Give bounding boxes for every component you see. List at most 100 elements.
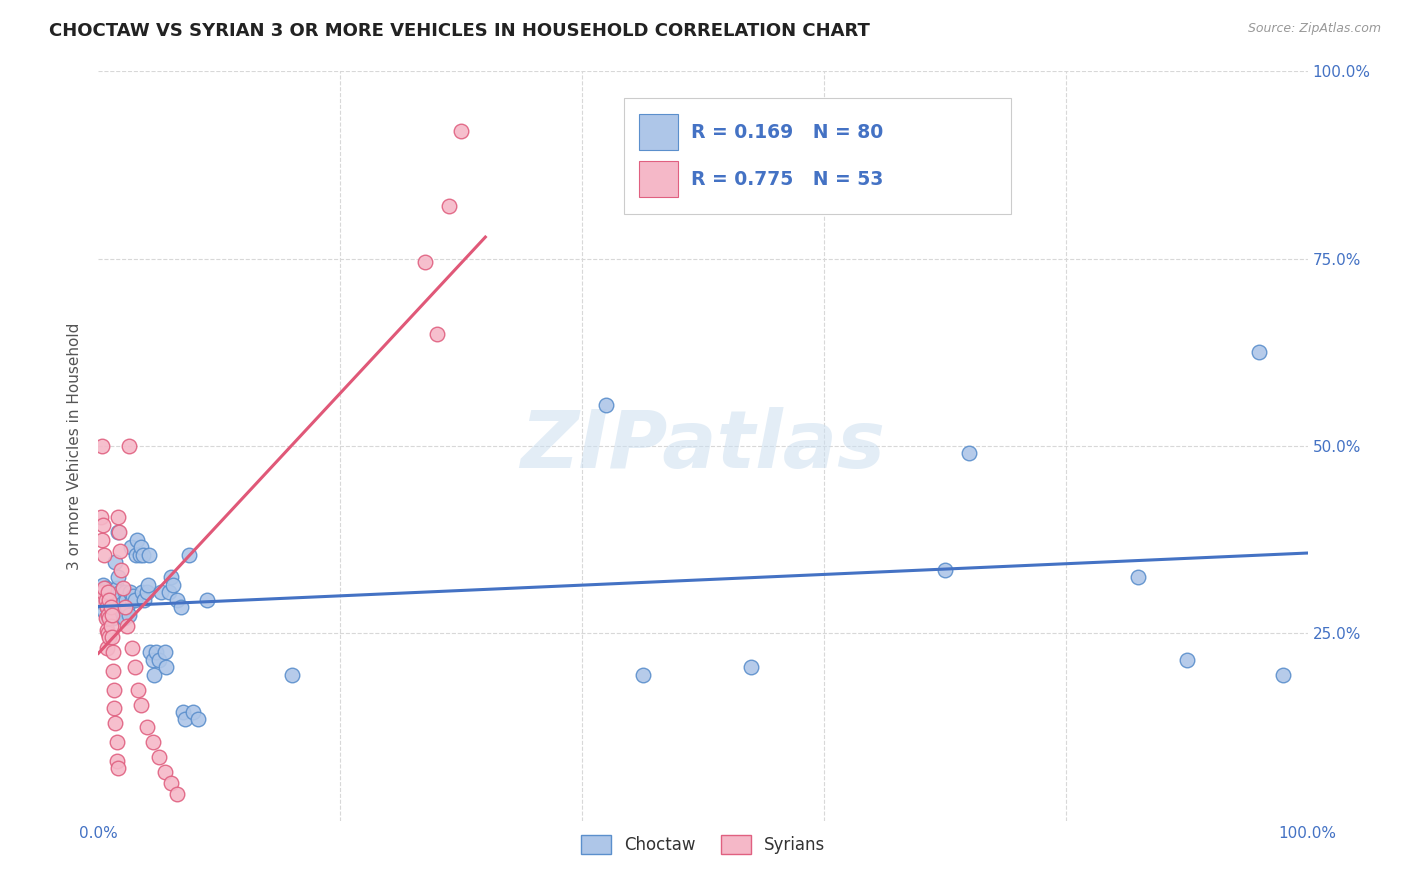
Point (1249, 345, 1271, 359)
Point (98, 592, 121, 607)
Point (91, 517, 114, 532)
Point (934, 563, 956, 577)
Point (135, 585, 157, 599)
Point (94, 582, 117, 596)
Point (98, 611, 121, 625)
Point (117, 600, 139, 615)
Point (100, 607, 122, 622)
Point (108, 585, 131, 599)
Point (105, 754, 128, 768)
Point (166, 788, 188, 802)
Point (104, 592, 127, 607)
Point (90, 510, 112, 524)
Point (91, 592, 114, 607)
Point (114, 600, 136, 615)
Point (740, 660, 762, 674)
Point (120, 540, 142, 554)
Point (101, 645, 124, 659)
Point (172, 705, 194, 719)
Point (104, 555, 127, 569)
Point (129, 698, 152, 712)
Text: R = 0.775   N = 53: R = 0.775 N = 53 (690, 169, 883, 189)
Point (138, 548, 160, 562)
Point (143, 667, 166, 681)
Point (135, 720, 157, 734)
Point (93, 582, 115, 596)
Point (100, 589, 122, 603)
Point (145, 645, 167, 659)
Point (142, 652, 165, 666)
Point (98, 630, 121, 644)
Point (155, 660, 177, 674)
Point (142, 735, 165, 749)
Point (97, 611, 120, 625)
Point (160, 776, 183, 790)
FancyBboxPatch shape (624, 97, 1011, 214)
Point (96, 623, 118, 637)
Point (105, 735, 128, 749)
Point (96, 641, 118, 656)
Point (97, 626, 120, 640)
Point (97, 585, 120, 599)
Point (127, 533, 149, 547)
Point (153, 645, 176, 659)
Point (108, 592, 131, 607)
Point (129, 540, 152, 554)
Point (107, 510, 129, 524)
Point (131, 585, 153, 599)
Point (103, 600, 125, 615)
Point (103, 682, 125, 697)
Point (426, 326, 449, 341)
Point (127, 682, 149, 697)
Point (103, 589, 125, 603)
Point (114, 585, 136, 599)
Point (107, 761, 129, 775)
Point (91, 592, 114, 607)
Point (134, 592, 156, 607)
Text: CHOCTAW VS SYRIAN 3 OR MORE VEHICLES IN HOUSEHOLD CORRELATION CHART: CHOCTAW VS SYRIAN 3 OR MORE VEHICLES IN … (49, 22, 870, 40)
Point (91, 585, 114, 599)
Point (96, 600, 118, 615)
Point (96, 600, 118, 615)
Point (101, 664, 124, 678)
Point (157, 585, 180, 599)
Point (96, 592, 118, 607)
Point (124, 592, 146, 607)
Point (100, 619, 122, 633)
Point (1175, 652, 1198, 666)
Point (150, 585, 173, 599)
Y-axis label: 3 or more Vehicles in Household: 3 or more Vehicles in Household (67, 322, 83, 570)
Point (111, 596, 134, 610)
Point (93, 548, 115, 562)
Point (166, 592, 188, 607)
Point (195, 592, 218, 607)
Point (124, 660, 146, 674)
Point (148, 652, 170, 666)
Point (98, 604, 121, 618)
Point (100, 607, 122, 622)
FancyBboxPatch shape (638, 161, 678, 197)
Point (101, 596, 124, 610)
Point (98, 585, 121, 599)
Point (94, 611, 117, 625)
Point (631, 667, 654, 681)
Point (437, 199, 460, 213)
Point (91, 439, 114, 453)
Point (100, 630, 122, 644)
Point (413, 255, 436, 269)
Point (118, 439, 141, 453)
Point (107, 525, 129, 540)
Point (103, 701, 125, 715)
FancyBboxPatch shape (638, 114, 678, 150)
Point (93, 604, 115, 618)
Point (118, 607, 141, 622)
Point (132, 548, 155, 562)
Point (122, 589, 145, 603)
Point (1128, 570, 1150, 584)
Point (104, 716, 127, 731)
Point (112, 611, 135, 625)
Point (160, 570, 183, 584)
Point (115, 592, 138, 607)
Legend: Choctaw, Syrians: Choctaw, Syrians (574, 829, 832, 861)
Text: ZIPatlas: ZIPatlas (520, 407, 886, 485)
